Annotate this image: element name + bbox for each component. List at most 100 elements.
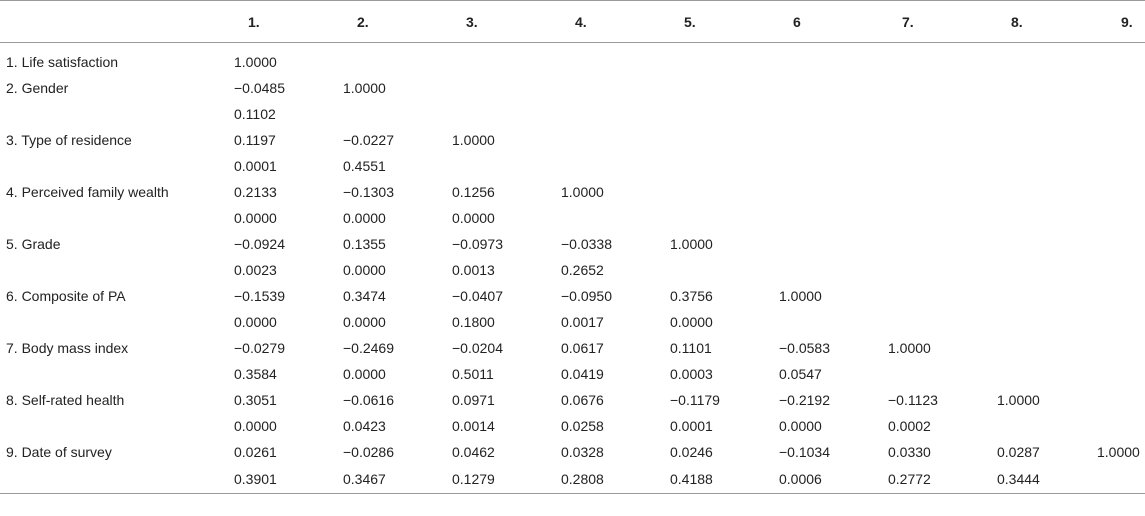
pvalue-cell [654,257,763,283]
coefficient-cell: −0.0583 [779,340,830,356]
coefficient-cell: 1.0000 [452,132,495,148]
pvalue-cell [654,153,763,179]
pvalue-cell: 0.2652 [561,262,604,278]
pvalue-cell: 0.0547 [779,366,822,382]
row-label-blank [0,153,218,179]
pvalue-cell: 0.0013 [452,262,495,278]
coefficient-cell: 0.0676 [561,392,604,408]
coefficient-cell [1081,231,1145,257]
coefficient-cell [981,75,1081,101]
coefficient-cell: 0.1101 [670,340,712,356]
coefficient-cell: 0.1256 [452,184,495,200]
header-cell-col-9: 9. [1081,0,1145,43]
coefficient-cell [872,179,981,205]
table-row-coefficient: 8. Self-rated health 0.3051 −0.0616 0.0971 0… [0,387,1145,413]
row-label: 8. Self-rated health [6,392,125,408]
coefficient-cell [981,43,1081,76]
header-cell-col-3: 3. [436,0,545,43]
coefficient-cell [654,127,763,153]
pvalue-cell: 0.2808 [545,465,654,494]
row-label-blank [0,205,218,231]
table-row-coefficient: 7. Body mass index −0.0279 −0.2469 −0.0204 0… [0,335,1145,361]
coefficient-cell [872,43,981,76]
coefficient-cell: −0.1539 [234,288,285,304]
table-row-coefficient: 9. Date of survey 0.0261 −0.0286 0.0462 0.03… [0,439,1145,465]
pvalue-cell: 0.0002 [888,418,931,434]
coefficient-cell [981,335,1081,361]
coefficient-cell: −0.0924 [234,236,285,252]
coefficient-cell [436,43,545,76]
table-row-coefficient: 3. Type of residence 0.1197 −0.0227 1.0000 [0,127,1145,153]
coefficient-cell: −0.0973 [452,236,503,252]
pvalue-cell [763,101,872,127]
pvalue-cell [981,205,1081,231]
pvalue-cell [1081,205,1145,231]
pvalue-cell [545,101,654,127]
pvalue-cell [763,153,872,179]
coefficient-cell: 1.0000 [234,54,277,70]
header-cell-col-7: 7. [872,0,981,43]
coefficient-cell: −0.0485 [234,80,285,96]
coefficient-cell [545,43,654,76]
pvalue-cell: 0.0000 [234,314,277,330]
table-row-coefficient: 6. Composite of PA −0.1539 0.3474 −0.0407 −0… [0,283,1145,309]
coefficient-cell: −0.0227 [343,132,394,148]
coefficient-cell: −0.0279 [234,340,285,356]
pvalue-cell: 0.0000 [670,314,713,330]
table-row-pvalue: 0.1102 [0,101,1145,127]
table-row-pvalue: 0.0000 0.0000 0.1800 0.0017 0.0000 [0,309,1145,335]
coefficient-cell [1081,335,1145,361]
pvalue-cell [654,205,763,231]
coefficient-cell [1081,387,1145,413]
pvalue-cell [1081,465,1145,494]
coefficient-cell: −0.2469 [343,340,394,356]
coefficient-cell: −0.1034 [779,444,830,460]
pvalue-cell [872,205,981,231]
header-cell-col-6: 6 [763,0,872,43]
coefficient-cell: 1.0000 [343,80,386,96]
pvalue-cell: 0.0006 [763,465,872,494]
coefficient-cell [654,43,763,76]
pvalue-cell: 0.5011 [452,366,494,382]
pvalue-cell: 0.0000 [452,210,495,226]
pvalue-cell: 0.0000 [234,418,277,434]
coefficient-cell: 1.0000 [1097,444,1140,460]
pvalue-cell: 0.4551 [343,158,386,174]
pvalue-cell: 0.0000 [779,418,822,434]
table-row-pvalue: 0.0000 0.0423 0.0014 0.0258 0.0001 0.0000 0.00… [0,413,1145,439]
coefficient-cell: 0.0971 [452,392,495,408]
coefficient-cell: 1.0000 [561,184,604,200]
pvalue-cell [872,361,981,387]
coefficient-cell [763,43,872,76]
coefficient-cell: 0.0287 [997,444,1040,460]
coefficient-cell [436,75,545,101]
coefficient-cell: 0.0328 [561,444,604,460]
row-label-blank [0,361,218,387]
coefficient-cell [1081,283,1145,309]
header-cell-col-5: 5. [654,0,763,43]
pvalue-cell: 0.0014 [452,418,495,434]
row-label-blank [0,413,218,439]
pvalue-cell: 0.0423 [343,418,386,434]
table-row-coefficient: 1. Life satisfaction 1.0000 [0,43,1145,76]
pvalue-cell [1081,153,1145,179]
coefficient-cell: −0.0286 [343,444,394,460]
table-row-coefficient: 4. Perceived family wealth 0.2133 −0.1303 0… [0,179,1145,205]
pvalue-cell [1081,257,1145,283]
pvalue-cell: 0.0000 [343,366,386,382]
pvalue-cell [981,361,1081,387]
pvalue-cell: 0.0001 [234,158,277,174]
table-row-pvalue: 0.3584 0.0000 0.5011 0.0419 0.0003 0.0547 [0,361,1145,387]
pvalue-cell [872,101,981,127]
row-label-blank [0,101,218,127]
row-label-blank [0,257,218,283]
pvalue-cell [545,205,654,231]
pvalue-cell: 0.0419 [561,366,604,382]
pvalue-cell [1081,101,1145,127]
pvalue-cell [981,413,1081,439]
header-cell-col-4: 4. [545,0,654,43]
coefficient-cell: 1.0000 [670,236,713,252]
header-cell-col-1: 1. [218,0,327,43]
table-row-pvalue: 0.0023 0.0000 0.0013 0.2652 [0,257,1145,283]
pvalue-cell [981,153,1081,179]
